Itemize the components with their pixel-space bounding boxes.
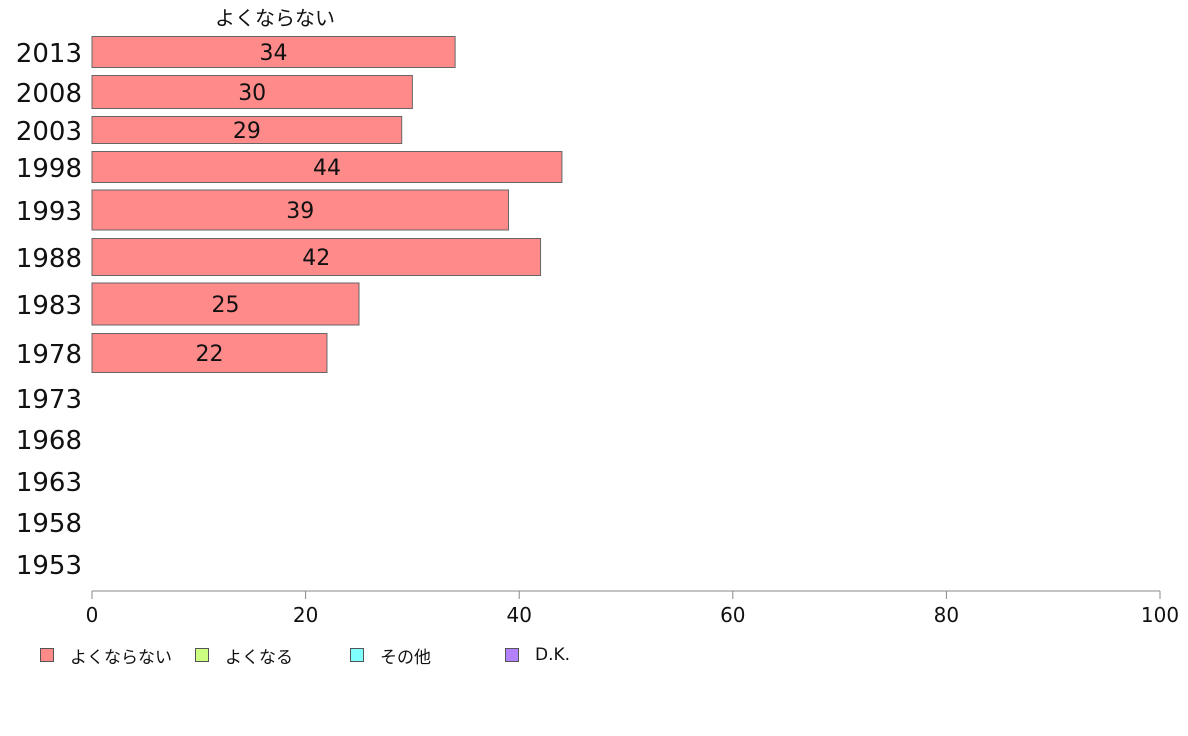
x-tick-label: 0	[86, 603, 99, 627]
category-label: 1973	[16, 385, 82, 415]
bar-value-label: 42	[302, 246, 330, 271]
legend-item: よくならない	[40, 644, 172, 668]
bar	[91, 333, 328, 373]
x-axis: 0 20 40 60 80 100	[86, 590, 1179, 627]
bar	[91, 36, 456, 68]
legend-item: D.K.	[505, 644, 570, 666]
bar	[91, 151, 563, 183]
bar-value-label: 34	[260, 41, 288, 66]
bar-value-label: 22	[195, 342, 223, 367]
x-tick-label: 20	[293, 603, 318, 627]
series-header-label: よくならない	[215, 6, 335, 30]
legend-label: D.K.	[535, 645, 571, 665]
x-tick-label: 100	[1141, 603, 1179, 627]
bar	[91, 238, 542, 276]
category-label: 1953	[16, 551, 82, 581]
bar	[91, 75, 413, 109]
legend-swatch-icon	[40, 648, 54, 662]
bar-value-label: 29	[233, 119, 261, 144]
bar-value-labels: 34 30 29 44 39 42 25 22	[195, 41, 340, 367]
bar-value-label: 30	[238, 81, 266, 106]
category-label: 1958	[16, 509, 82, 539]
x-tick-label: 80	[934, 603, 959, 627]
bar	[91, 116, 403, 144]
category-label: 1968	[16, 426, 82, 456]
legend-swatch-icon	[505, 648, 519, 662]
category-label: 1978	[16, 340, 82, 370]
legend-label: よくならない	[70, 647, 172, 668]
bar-value-label: 44	[313, 156, 341, 181]
x-tick-label: 40	[506, 603, 531, 627]
legend-swatch-icon	[350, 648, 364, 662]
legend: よくならない よくなる その他 D.K.	[40, 644, 660, 668]
legend-swatch-icon	[195, 648, 209, 662]
legend-label: その他	[380, 647, 431, 668]
legend-item: その他	[350, 644, 431, 668]
category-label: 2003	[16, 117, 82, 147]
bar	[91, 189, 510, 231]
legend-label: よくなる	[225, 647, 293, 668]
stacked-bar-chart: よくならない 2013 2008 2003 1998 1993 1988 1983 1978 1…	[16, 6, 1179, 627]
category-label: 1983	[16, 291, 82, 321]
category-label: 1998	[16, 154, 82, 184]
category-label: 1988	[16, 244, 82, 274]
bars	[91, 36, 563, 373]
legend-item: よくなる	[195, 644, 293, 668]
category-labels: 2013 2008 2003 1998 1993 1988 1983 1978 1973 1968…	[16, 39, 82, 581]
category-label: 1993	[16, 197, 82, 227]
x-tick-label: 60	[720, 603, 745, 627]
bar-value-label: 39	[286, 199, 314, 224]
category-label: 2013	[16, 39, 82, 69]
bar-value-label: 25	[212, 293, 240, 318]
category-label: 2008	[16, 79, 82, 109]
category-label: 1963	[16, 468, 82, 498]
bar	[91, 282, 360, 326]
